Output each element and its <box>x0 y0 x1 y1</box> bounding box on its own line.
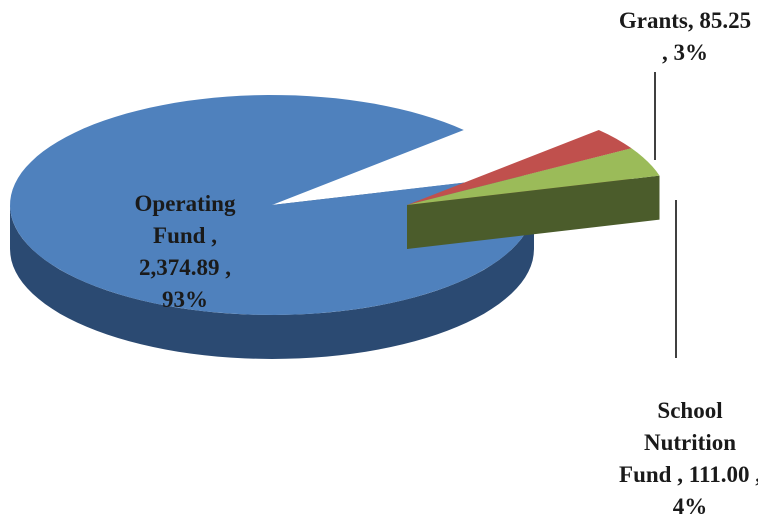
label-percent: 4% <box>672 494 708 519</box>
label-value: 2,374.89 <box>139 255 220 280</box>
label-value: 111.00 <box>688 462 750 487</box>
label-value: 85.25 <box>699 8 752 33</box>
data-label: School Nutrition Fund , 111.00 , 4% <box>615 395 758 522</box>
label-sep: , <box>662 40 668 65</box>
data-label: Operating Fund , 2,374.89 , 93% <box>118 188 252 316</box>
label-name: Grants <box>618 8 688 33</box>
label-sep: , <box>211 223 217 248</box>
slice <box>10 95 534 315</box>
slice-cut <box>407 175 660 249</box>
label-sep: , <box>755 462 758 487</box>
slice-side <box>10 205 534 359</box>
slice <box>407 148 660 205</box>
label-percent: 93% <box>162 287 208 312</box>
label-sep: , <box>677 462 683 487</box>
label-name: Operating Fund <box>134 191 236 248</box>
label-name: School Nutrition Fund <box>619 398 736 487</box>
label-percent: 3% <box>673 40 709 65</box>
label-sep: , <box>687 8 694 33</box>
data-label: Grants, 85.25 , 3% <box>618 5 752 69</box>
label-sep: , <box>225 255 231 280</box>
slice <box>407 130 632 205</box>
